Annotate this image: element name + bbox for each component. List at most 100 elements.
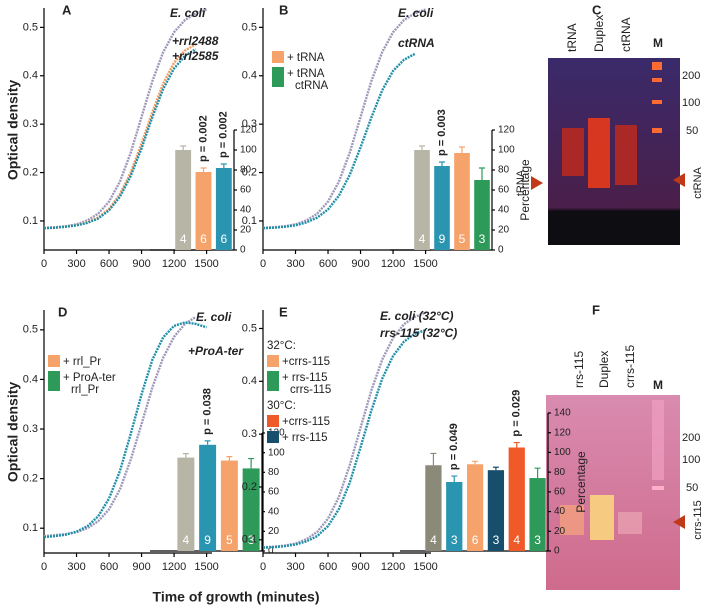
x-tick-label: 600 [100, 258, 118, 270]
ladder-band [652, 400, 664, 480]
series-label: E. coli [196, 310, 232, 324]
y-tick-label: 60 [554, 486, 566, 497]
error-bar [182, 453, 189, 458]
x-tick-label: 1200 [381, 258, 405, 270]
y-tick-label: 40 [268, 506, 280, 517]
bar [220, 460, 238, 551]
p-label: p = 0.038 [202, 388, 214, 435]
n-label: 4 [180, 232, 187, 246]
bar [414, 150, 430, 250]
x-tick-label: 300 [286, 561, 304, 573]
legend-label: 32°C: [267, 340, 296, 352]
ladder-label: 50 [686, 125, 698, 137]
legend-swatch [267, 431, 279, 443]
legend-swatch [267, 371, 279, 391]
x-tick-label: 1200 [381, 561, 405, 573]
series-line [43, 321, 207, 539]
x-tick-label: 900 [351, 258, 369, 270]
x-tick-label: 0 [260, 561, 266, 573]
band-label: ctRNA [692, 166, 704, 198]
x-tick-label: 0 [41, 561, 47, 573]
y-tick-label: 120 [240, 125, 257, 136]
y-tick-label: 60 [498, 185, 510, 196]
legend-label: +crrs-115 [282, 416, 330, 428]
legend-label: + rrs-115 [282, 432, 327, 444]
y-tick-label: 20 [240, 225, 252, 236]
y-tick-label: 0.1 [23, 215, 38, 227]
legend-label: + rrs-115 [282, 372, 327, 384]
y-tick-label: 100 [554, 447, 571, 458]
n-label: 4 [183, 533, 190, 547]
n-label: 4 [430, 533, 437, 547]
ladder-band [652, 62, 662, 70]
y-tick-label: 80 [268, 467, 280, 478]
y-tick-label: 0.5 [242, 322, 257, 334]
y-tick-label: 120 [498, 125, 515, 136]
y-axis-label: Optical density [5, 382, 21, 483]
x-tick-label: 900 [351, 561, 369, 573]
x-tick-label: 0 [41, 258, 47, 270]
bar [466, 464, 484, 551]
n-label: 3 [451, 533, 458, 547]
bar [177, 457, 195, 551]
series-label: rrs-115 (32°C) [380, 326, 457, 340]
y-tick-label: 0.4 [242, 70, 257, 82]
gel-band [618, 512, 642, 534]
n-label: 5 [226, 533, 233, 547]
y-tick-label: 0.4 [23, 373, 38, 385]
y-tick-label: 0.2 [242, 481, 257, 493]
y-tick-label: 120 [554, 427, 571, 438]
band-label: tRNA [515, 169, 527, 196]
ladder-label: 200 [682, 432, 700, 444]
error-bar [479, 167, 485, 180]
bar [508, 447, 525, 551]
x-axis-label: Time of growth (minutes) [153, 589, 320, 605]
n-label: 6 [220, 232, 227, 246]
y-axis-label: Optical density [5, 80, 21, 181]
ladder-band [652, 100, 662, 104]
y-tick-label: 0 [554, 546, 560, 557]
y-axis-label: Percentage [574, 451, 588, 513]
y-tick-label: 80 [240, 165, 252, 176]
n-label: 6 [472, 533, 479, 547]
x-tick-label: 1500 [194, 258, 218, 270]
n-label: 6 [200, 232, 207, 246]
y-tick-label: 140 [554, 408, 571, 419]
series-label: E. coli [170, 6, 206, 20]
legend-label: + tRNA [287, 68, 325, 80]
ladder-label: 200 [682, 70, 700, 82]
x-tick-label: 600 [319, 258, 337, 270]
bar [175, 150, 192, 250]
ladder-band [652, 486, 664, 490]
gel-band [562, 128, 584, 176]
ladder-label: 100 [682, 97, 700, 109]
gel-band [588, 118, 610, 188]
series-line [262, 328, 426, 549]
x-tick-label: 600 [319, 561, 337, 573]
x-tick-label: 1200 [162, 561, 186, 573]
x-tick-label: 300 [67, 258, 85, 270]
gel-band [615, 125, 637, 185]
legend-swatch [48, 371, 60, 391]
legend-label: ctRNA [295, 80, 329, 92]
y-tick-label: 0.3 [242, 428, 257, 440]
panel-letter: F [592, 302, 600, 317]
y-tick-label: 80 [554, 467, 566, 478]
bar [454, 153, 470, 250]
error-bar [180, 145, 187, 150]
n-label: 5 [459, 232, 466, 246]
p-label: p = 0.002 [218, 111, 230, 158]
legend-swatch [272, 67, 284, 87]
lane-label: crrs-115 [623, 345, 637, 388]
error-bar [419, 145, 425, 150]
ladder-band [652, 128, 662, 133]
legend-label: rrl_Pr [71, 384, 99, 396]
lane-label: M [653, 378, 663, 392]
y-tick-label: 40 [240, 205, 252, 216]
error-bar [459, 146, 465, 153]
series-line [43, 315, 197, 538]
y-tick-label: 0 [498, 245, 504, 256]
n-label: 9 [204, 533, 211, 547]
p-label: p = 0.049 [448, 423, 460, 470]
y-tick-label: 0.4 [242, 375, 257, 387]
